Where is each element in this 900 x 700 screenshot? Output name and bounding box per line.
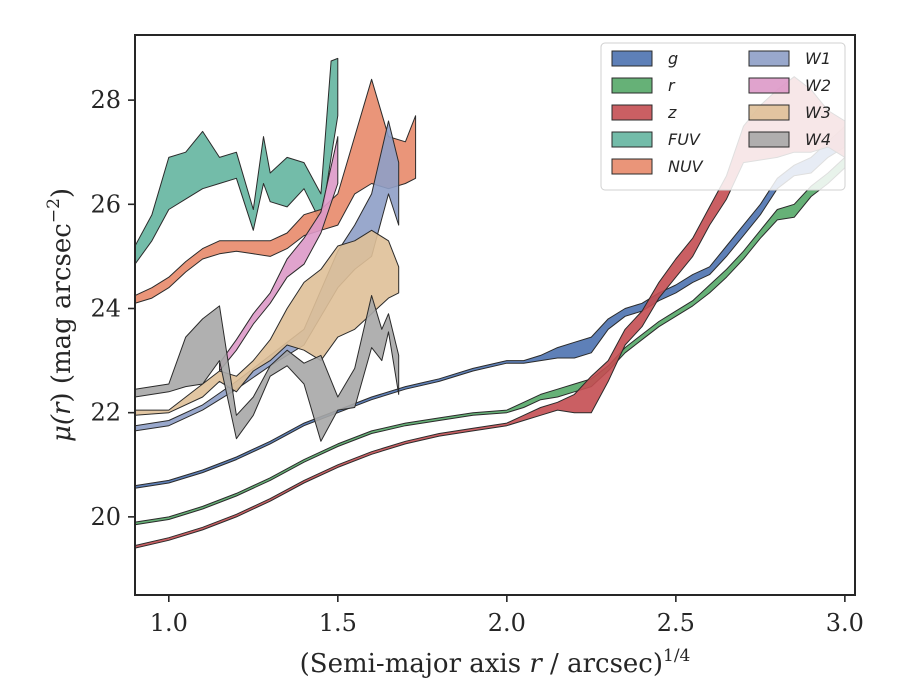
legend-swatch-fuv xyxy=(611,131,653,148)
x-axis-title-prefix: (Semi-major axis xyxy=(300,649,530,679)
y-tick-label: 28 xyxy=(90,86,121,114)
legend-swatch-w4 xyxy=(748,131,790,148)
x-axis-title-exp: 1/4 xyxy=(663,646,690,666)
legend-label-r: r xyxy=(668,76,676,95)
plot-frame xyxy=(134,34,856,596)
legend-swatch-z xyxy=(611,104,653,121)
legend-label-w4: W4 xyxy=(805,130,831,149)
series-band-w3 xyxy=(135,229,400,416)
legend-label-w3: W3 xyxy=(805,103,831,122)
legend: grz FUV NUV W1 W2 W3 W4 xyxy=(600,42,846,191)
y-tick-label: 20 xyxy=(90,503,121,531)
legend-label-z: z xyxy=(667,103,677,122)
x-tick-label: 3.0 xyxy=(826,609,864,637)
legend-swatch-w2 xyxy=(748,77,790,94)
y-axis-title-exp: −2 xyxy=(44,198,64,223)
legend-label-w2: W2 xyxy=(805,76,831,95)
x-tick-label: 2.5 xyxy=(657,609,695,637)
x-axis-title-var: r xyxy=(529,649,543,679)
legend-label-w1: W1 xyxy=(805,49,831,68)
y-tick-label: 26 xyxy=(90,190,121,218)
y-tick-label: 22 xyxy=(90,399,121,427)
legend-swatch-nuv xyxy=(611,158,653,175)
y-axis-title-var: r xyxy=(47,401,77,415)
y-axis-title-mid: ) (mag arcsec xyxy=(47,223,77,402)
y-axis-title: μ(r) (mag arcsec−2) xyxy=(44,188,77,442)
x-tick-label: 1.5 xyxy=(319,609,357,637)
legend-label-nuv: NUV xyxy=(668,157,704,176)
x-tick-label: 1.0 xyxy=(150,609,188,637)
legend-swatch-g xyxy=(611,50,653,67)
series-band-w2 xyxy=(219,136,339,372)
legend-swatch-w3 xyxy=(748,104,790,121)
legend-swatch-r xyxy=(611,77,653,94)
series-band-nuv xyxy=(135,78,417,304)
legend-swatch-w1 xyxy=(748,50,790,67)
legend-label-fuv: FUV xyxy=(668,130,701,149)
series-band-w4 xyxy=(135,295,400,442)
legend-label-g: g xyxy=(668,49,678,68)
y-axis-title-mu: μ( xyxy=(47,414,77,442)
x-axis-title: (Semi-major axis r / arcsec)1/4 xyxy=(300,646,691,679)
y-axis-title-end: ) xyxy=(47,188,77,198)
x-tick-label: 2.0 xyxy=(488,609,526,637)
ticks-layer: 1.0 1.5 2.0 2.5 3.0 20 22 24 26 28 xyxy=(90,86,863,637)
x-axis-title-suffix: / arcsec) xyxy=(542,649,663,679)
series-band-fuv xyxy=(135,57,339,265)
y-tick-label: 24 xyxy=(90,294,121,322)
